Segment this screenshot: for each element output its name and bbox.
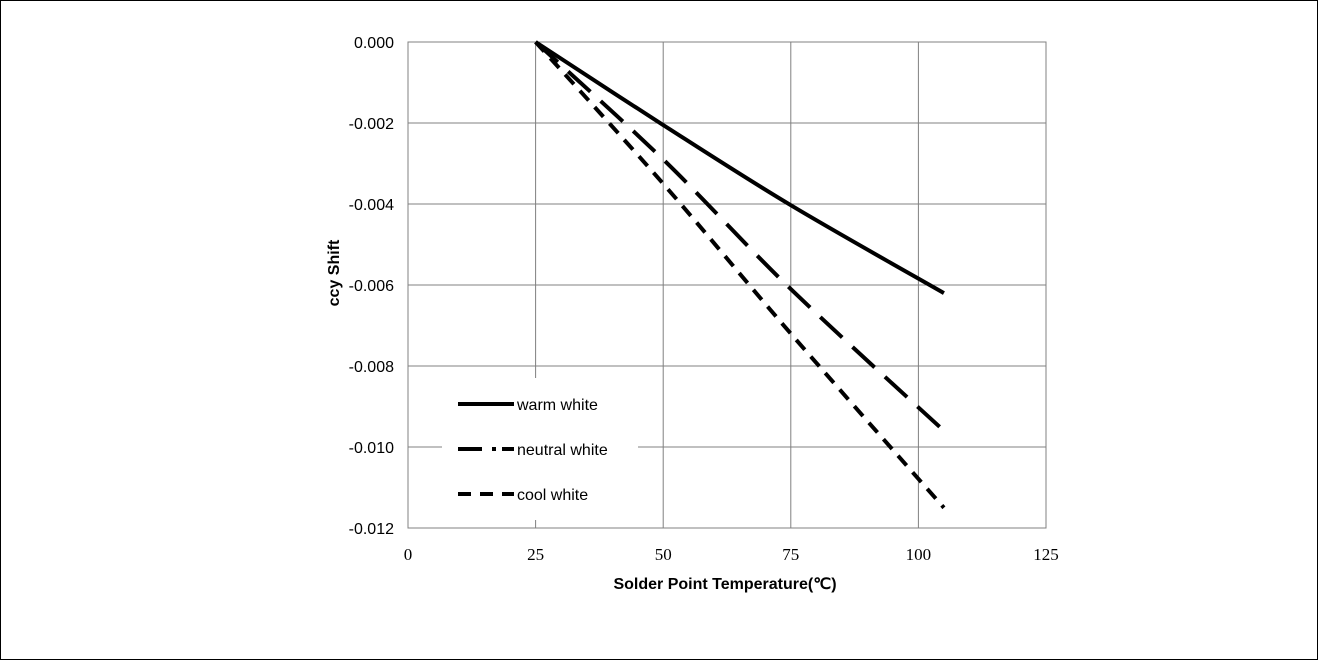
series-line-warm-white	[534, 40, 945, 295]
tick-label-layer: 0.000 -0.002 -0.004 -0.006 -0.008 -0.010 -0.01…	[349, 35, 1059, 564]
y-tick-label: 0.000	[354, 35, 394, 52]
series-line-cool-white	[534, 40, 946, 510]
series-layer	[534, 40, 946, 510]
y-tick-label: -0.002	[349, 116, 394, 133]
legend-label: neutral white	[517, 442, 608, 459]
x-axis-title: Solder Point Temperature(℃)	[613, 576, 836, 593]
y-tick-label: -0.004	[349, 197, 394, 214]
y-tick-label: -0.012	[349, 521, 394, 538]
x-tick-label: 50	[655, 545, 672, 564]
y-tick-label: -0.008	[349, 359, 394, 376]
x-tick-label: 0	[404, 545, 413, 564]
legend-label: warm white	[516, 397, 598, 414]
x-tick-label: 125	[1033, 545, 1059, 564]
x-tick-label: 25	[527, 545, 544, 564]
y-axis-title: ccy Shift	[326, 239, 343, 306]
series-line-neutral-white	[534, 40, 946, 433]
plot-area-border	[407, 41, 1047, 529]
x-tick-label: 75	[782, 545, 799, 564]
y-tick-label: -0.010	[349, 440, 394, 457]
legend-label: cool white	[517, 487, 588, 504]
x-tick-label: 100	[906, 545, 932, 564]
y-tick-label: -0.006	[349, 278, 394, 295]
legend: warm white neutral white cool white	[442, 378, 638, 520]
